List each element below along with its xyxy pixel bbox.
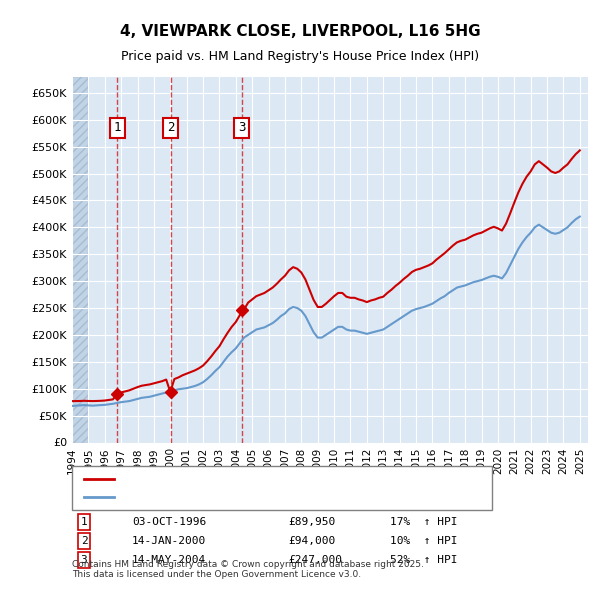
Text: 3: 3 <box>238 122 245 135</box>
Text: 4, VIEWPARK CLOSE, LIVERPOOL, L16 5HG (detached house): 4, VIEWPARK CLOSE, LIVERPOOL, L16 5HG (d… <box>120 474 458 484</box>
Text: 2: 2 <box>167 122 175 135</box>
Text: HPI: Average price, detached house, Liverpool: HPI: Average price, detached house, Live… <box>120 493 377 502</box>
Text: 10%  ↑ HPI: 10% ↑ HPI <box>390 536 458 546</box>
Text: 03-OCT-1996: 03-OCT-1996 <box>132 517 206 527</box>
Text: £89,950: £89,950 <box>288 517 335 527</box>
Text: 14-JAN-2000: 14-JAN-2000 <box>132 536 206 546</box>
Text: 4, VIEWPARK CLOSE, LIVERPOOL, L16 5HG: 4, VIEWPARK CLOSE, LIVERPOOL, L16 5HG <box>119 24 481 38</box>
Text: 2: 2 <box>80 536 88 546</box>
Text: £247,000: £247,000 <box>288 555 342 565</box>
Text: 3: 3 <box>80 555 88 565</box>
Text: Price paid vs. HM Land Registry's House Price Index (HPI): Price paid vs. HM Land Registry's House … <box>121 50 479 63</box>
Text: 14-MAY-2004: 14-MAY-2004 <box>132 555 206 565</box>
Text: 1: 1 <box>80 517 88 527</box>
Text: Contains HM Land Registry data © Crown copyright and database right 2025.
This d: Contains HM Land Registry data © Crown c… <box>72 560 424 579</box>
Text: £94,000: £94,000 <box>288 536 335 546</box>
Text: 17%  ↑ HPI: 17% ↑ HPI <box>390 517 458 527</box>
Text: 52%  ↑ HPI: 52% ↑ HPI <box>390 555 458 565</box>
Text: 1: 1 <box>113 122 121 135</box>
